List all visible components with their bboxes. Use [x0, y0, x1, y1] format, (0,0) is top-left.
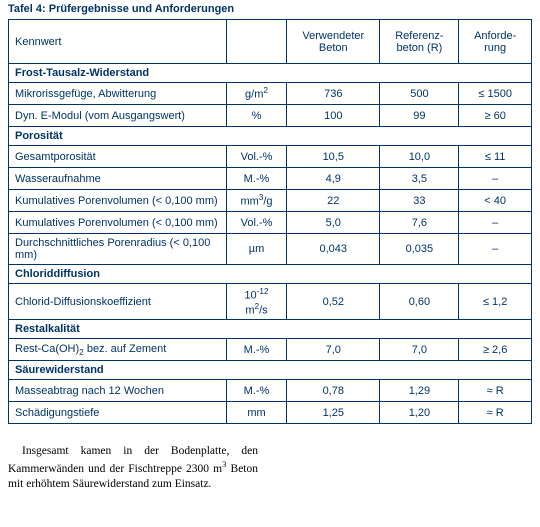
row-val-req: ≥ 60 [459, 105, 532, 127]
table-row: WasseraufnahmeM.-%4,93,5– [9, 168, 532, 190]
row-label: Rest-Ca(OH)2 bez. auf Zement [9, 339, 227, 361]
row-val-req: ≤ 11 [459, 146, 532, 168]
body-text: Insgesamt kamen in der Bodenplatte, den … [8, 444, 258, 492]
table-row: Rest-Ca(OH)2 bez. auf ZementM.-%7,07,0≥ … [9, 339, 532, 361]
row-val-ref: 7,6 [380, 212, 459, 234]
row-unit: Vol.-% [226, 212, 286, 234]
row-val-req: – [459, 212, 532, 234]
table-title: Tafel 4: Prüfergebnisse und Anforderunge… [0, 0, 540, 15]
row-val-req: – [459, 234, 532, 265]
row-val-used: 1,25 [287, 402, 380, 424]
row-unit: M.-% [226, 168, 286, 190]
section-title: Restalkalität [9, 320, 532, 339]
row-label: Chlorid-Diffusionskoeffizient [9, 284, 227, 320]
header-row: Kennwert Verwendeter Beton Referenz­beto… [9, 20, 532, 64]
row-val-ref: 1,29 [380, 380, 459, 402]
table-row: Kumulatives Porenvolumen (< 0,100 mm)Vol… [9, 212, 532, 234]
row-unit: mm [226, 402, 286, 424]
row-val-ref: 33 [380, 190, 459, 212]
row-val-ref: 7,0 [380, 339, 459, 361]
row-label: Schädigungstiefe [9, 402, 227, 424]
row-val-used: 22 [287, 190, 380, 212]
section-row: Porosität [9, 127, 532, 146]
row-label: Masseabtrag nach 12 Wochen [9, 380, 227, 402]
row-label: Kumulatives Porenvolumen (< 0,100 mm) [9, 190, 227, 212]
row-val-ref: 0,035 [380, 234, 459, 265]
row-val-used: 0,78 [287, 380, 380, 402]
section-title: Porosität [9, 127, 532, 146]
table-row: GesamtporositätVol.-%10,510,0≤ 11 [9, 146, 532, 168]
row-val-used: 0,52 [287, 284, 380, 320]
row-val-req: – [459, 168, 532, 190]
header-anforderung: Anforde­rung [459, 20, 532, 64]
row-label: Dyn. E-Modul (vom Ausgangswert) [9, 105, 227, 127]
header-referenz: Referenz­beton (R) [380, 20, 459, 64]
row-val-req: ≈ R [459, 380, 532, 402]
row-unit: M.-% [226, 339, 286, 361]
section-title: Chloriddiffusion [9, 265, 532, 284]
row-val-used: 736 [287, 83, 380, 105]
table-row: Chlorid-Diffusionskoeffizient10-12 m2/s0… [9, 284, 532, 320]
row-val-used: 10,5 [287, 146, 380, 168]
row-val-req: ≥ 2,6 [459, 339, 532, 361]
row-label: Kumulatives Porenvolumen (< 0,100 mm) [9, 212, 227, 234]
row-unit: g/m2 [226, 83, 286, 105]
row-val-ref: 3,5 [380, 168, 459, 190]
row-val-ref: 99 [380, 105, 459, 127]
row-val-ref: 1,20 [380, 402, 459, 424]
row-val-ref: 10,0 [380, 146, 459, 168]
table-row: Masseabtrag nach 12 WochenM.-%0,781,29≈ … [9, 380, 532, 402]
row-label: Mikrorissgefüge, Abwitterung [9, 83, 227, 105]
table-row: Kumulatives Porenvolumen (< 0,100 mm)mm3… [9, 190, 532, 212]
section-title: Säurewiderstand [9, 361, 532, 380]
row-unit: % [226, 105, 286, 127]
table-row: Mikrorissgefüge, Abwitterungg/m2736500≤ … [9, 83, 532, 105]
results-table: Kennwert Verwendeter Beton Referenz­beto… [8, 19, 532, 424]
row-unit: µm [226, 234, 286, 265]
row-val-req: ≤ 1,2 [459, 284, 532, 320]
row-unit: Vol.-% [226, 146, 286, 168]
row-label: Durchschnittliches Porenradius (< 0,100 … [9, 234, 227, 265]
row-val-ref: 500 [380, 83, 459, 105]
row-unit: M.-% [226, 380, 286, 402]
row-val-used: 0,043 [287, 234, 380, 265]
section-title: Frost-Tausalz-Widerstand [9, 64, 532, 83]
table-row: Schädigungstiefemm1,251,20≈ R [9, 402, 532, 424]
row-val-req: ≈ R [459, 402, 532, 424]
row-val-used: 5,0 [287, 212, 380, 234]
section-row: Restalkalität [9, 320, 532, 339]
section-row: Chloriddiffusion [9, 265, 532, 284]
header-verwendeter: Verwendeter Beton [287, 20, 380, 64]
section-row: Säurewiderstand [9, 361, 532, 380]
row-val-ref: 0,60 [380, 284, 459, 320]
row-label: Wasseraufnahme [9, 168, 227, 190]
header-unit [226, 20, 286, 64]
header-kennwert: Kennwert [9, 20, 227, 64]
row-unit: mm3/g [226, 190, 286, 212]
row-unit: 10-12 m2/s [226, 284, 286, 320]
table-row: Durchschnittliches Porenradius (< 0,100 … [9, 234, 532, 265]
row-val-used: 4,9 [287, 168, 380, 190]
row-val-req: < 40 [459, 190, 532, 212]
table-row: Dyn. E-Modul (vom Ausgangswert)%10099≥ 6… [9, 105, 532, 127]
section-row: Frost-Tausalz-Widerstand [9, 64, 532, 83]
row-val-used: 7,0 [287, 339, 380, 361]
row-label: Gesamtporosität [9, 146, 227, 168]
row-val-used: 100 [287, 105, 380, 127]
row-val-req: ≤ 1500 [459, 83, 532, 105]
